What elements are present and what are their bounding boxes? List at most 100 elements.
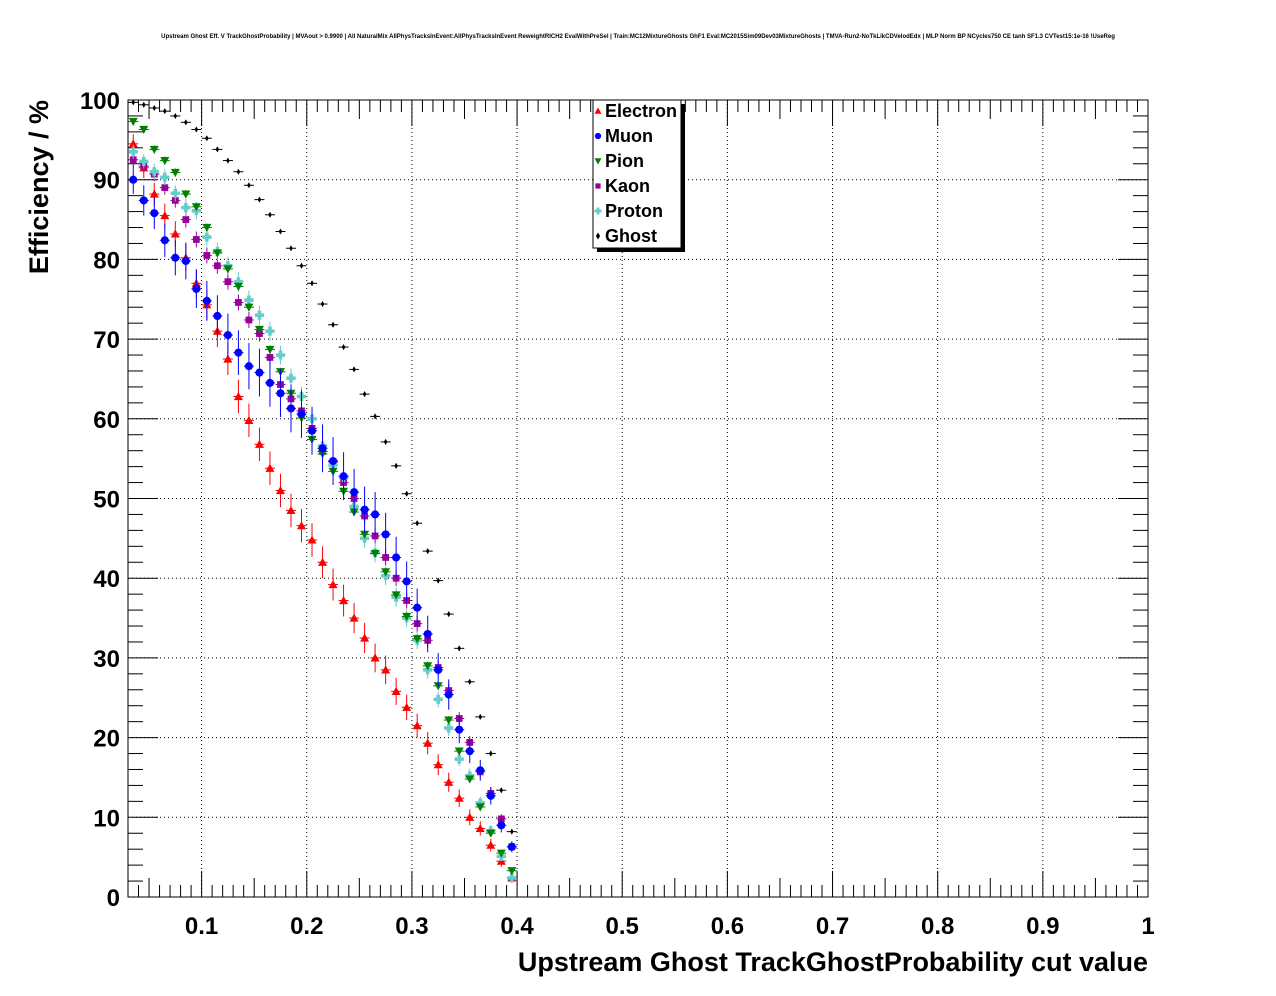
data-point [192,236,200,243]
data-points [128,99,517,883]
data-point [307,535,317,544]
data-point [446,611,451,618]
data-point [444,716,454,725]
data-point [373,413,377,420]
data-point [433,760,443,769]
series-muon [128,165,517,853]
data-point [475,803,485,812]
data-point [128,117,138,127]
x-tick-label: 0.6 [711,913,744,940]
x-tick-label: 0.1 [185,913,218,940]
axis-ticks [128,99,1149,898]
y-tick-label: 30 [93,646,120,673]
legend-marker [594,158,602,165]
data-point [245,316,253,324]
data-point [163,108,167,115]
data-point [213,311,222,321]
data-point [128,139,138,148]
legend-label: Kaon [605,176,650,196]
data-point [454,793,464,802]
data-point [202,296,211,305]
data-point [254,439,264,448]
data-point [265,463,275,472]
data-point [265,326,275,336]
data-point [255,368,264,377]
data-point [433,694,443,704]
data-point [465,775,475,784]
data-point [257,196,262,203]
legend-box [592,99,682,249]
data-point [181,256,190,266]
x-tick-label: 0.8 [921,913,954,940]
data-point [328,580,338,589]
data-point [412,721,422,730]
data-point [149,167,159,177]
legend-entry-proton: Proton [594,201,663,221]
y-tick-label: 40 [93,566,120,593]
data-point [268,211,272,218]
data-point [181,190,191,199]
data-point [318,444,327,453]
x-tick-label: 0.7 [816,913,849,940]
data-point [244,362,253,371]
data-point [152,104,157,111]
data-point [297,409,306,419]
data-point [391,591,401,600]
data-point [139,125,149,134]
y-tick-label: 80 [93,247,120,274]
y-tick-labels: 0 10 20 30 40 50 60 70 80 90 100 [80,88,120,912]
data-point [299,262,304,269]
data-point [381,568,391,577]
data-point [310,280,314,287]
data-point [444,777,454,786]
data-point [444,723,454,733]
data-point [131,99,136,106]
legend-marker [595,232,601,240]
data-point [297,521,307,530]
data-point [202,232,212,242]
data-point [160,172,170,182]
data-point [215,146,220,153]
data-point [507,867,517,876]
data-point [444,690,453,699]
y-tick-label: 60 [93,407,120,434]
data-point [129,175,138,184]
legend-marker [595,183,601,189]
y-tick-label: 90 [93,168,120,195]
data-point [478,713,483,720]
data-point [139,196,148,205]
legend-entry-ghost: Ghost [595,226,657,246]
data-point [205,135,209,142]
data-point [475,823,485,833]
data-point [507,873,517,883]
data-point [149,189,159,198]
data-point [329,456,338,466]
data-point [404,490,409,497]
data-point [141,101,146,108]
data-point [235,299,242,306]
data-point [497,821,506,830]
data-point [341,344,346,351]
data-point [129,156,137,164]
data-point [423,629,432,639]
data-point [331,321,335,328]
data-point [223,265,233,274]
data-point [465,747,474,756]
data-point [360,505,369,514]
y-tick-label: 50 [93,487,120,514]
data-point [149,145,159,154]
data-point [339,596,349,605]
data-point [194,126,199,133]
data-point [212,249,222,258]
data-point [182,216,190,223]
data-point [202,223,212,233]
data-point [360,633,370,642]
series-electron [128,134,517,883]
data-point [223,354,233,363]
data-point [510,828,514,835]
series-pion [128,117,517,876]
data-point [286,373,296,383]
data-point [370,653,380,662]
x-tick-label: 1 [1141,913,1154,940]
data-point [247,182,251,189]
